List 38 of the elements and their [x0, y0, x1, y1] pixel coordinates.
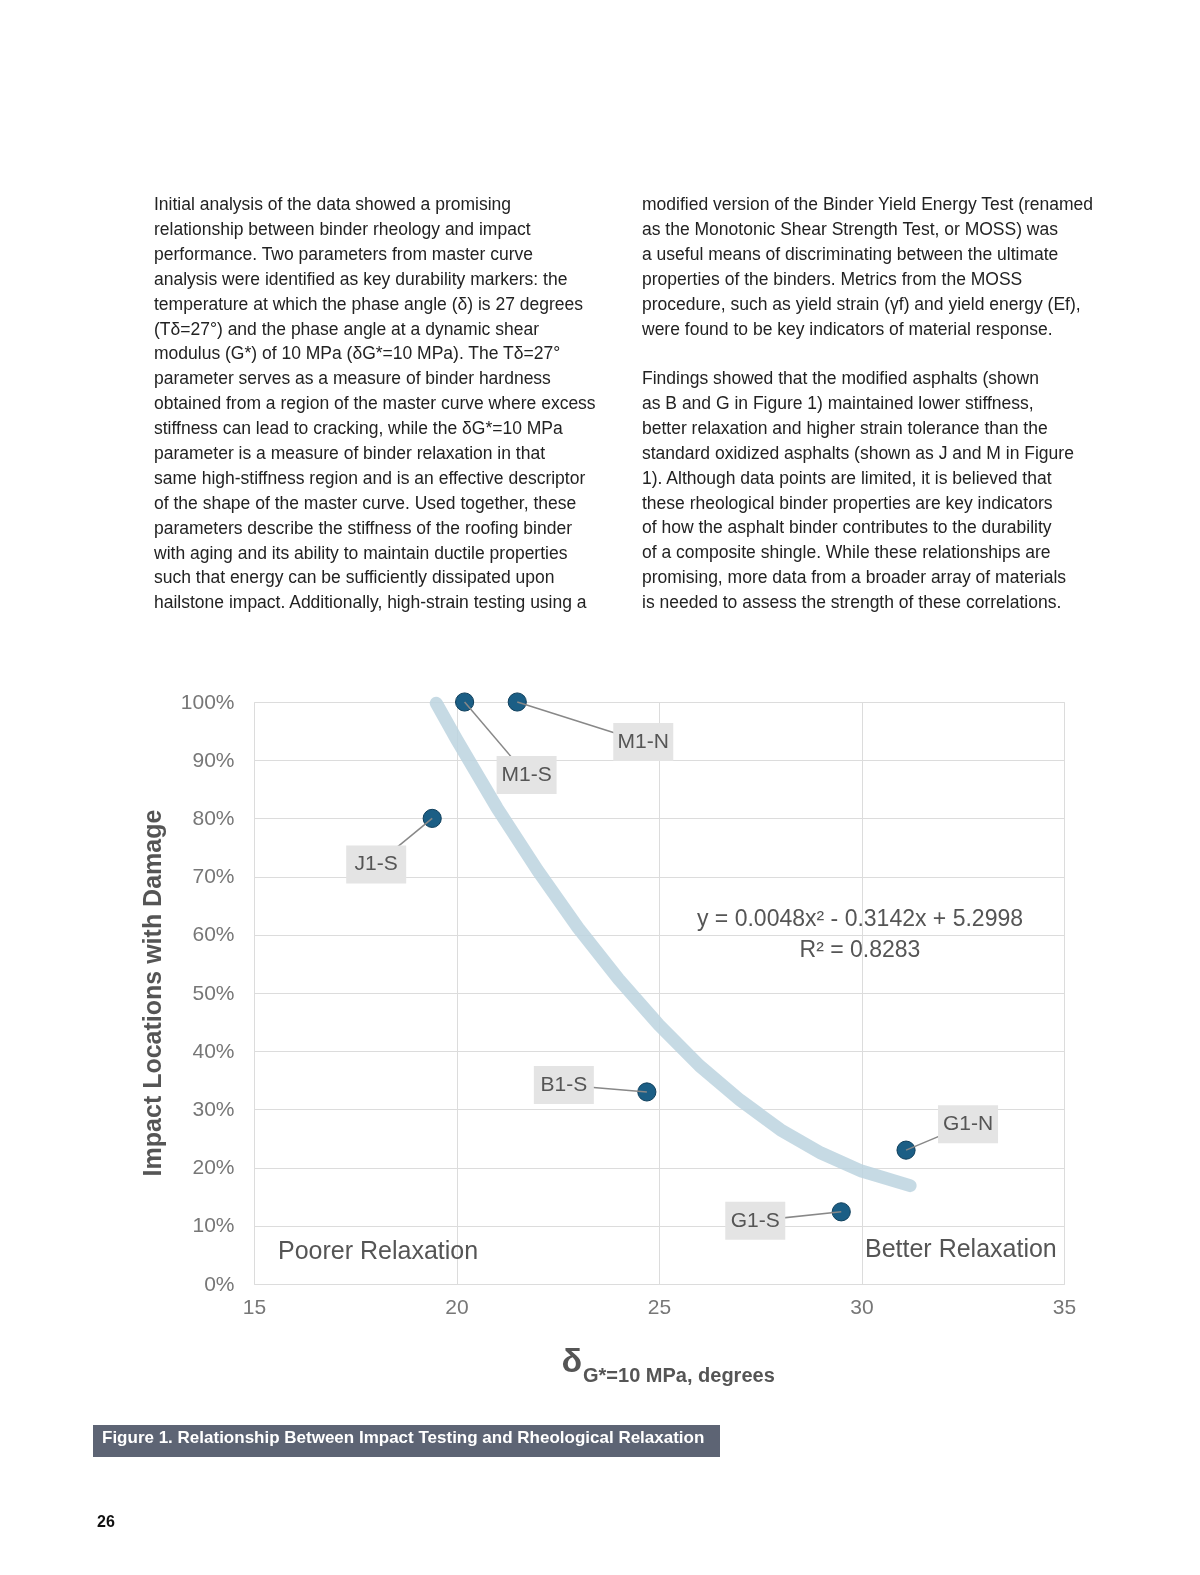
y-tick-label: 100%: [180, 689, 235, 713]
x-tick-label: 35: [1052, 1294, 1077, 1318]
annotation: G1-S: [730, 1207, 780, 1231]
point: [831, 1202, 851, 1222]
y-tick-label: 40%: [192, 1038, 235, 1062]
annotation: y = 0.0048x² - 0.3142x + 5.2998: [696, 905, 1024, 931]
point: [637, 1082, 657, 1102]
text: Findings showed that the modified asphalts (shown as B and G in Figure 1) maintained lower stiffness, better relaxation and higher strain tolerance than the standard oxidized asphalts (shown as J and M in Figure 1). Although data points are limited, it is believed that these rheological binder properties are key indicators of how the asphalt binder contributes to the durability of a composite shingle. While these relationships are promising, more data from a broader array of materials is needed to assess the strength of these correlations.: [642, 368, 1074, 613]
x-tick-label: 30: [850, 1294, 874, 1318]
point: [896, 1140, 916, 1160]
x-tick-label: 15: [242, 1294, 267, 1318]
point: [422, 808, 442, 828]
caption: Figure 1. Relationship Between Impact Testing and Rheological Relaxation: [102, 1428, 705, 1447]
y-tick-label: 10%: [192, 1213, 235, 1237]
annotation: M1-N: [617, 729, 669, 752]
point: [507, 692, 527, 712]
annotation: G1-N: [942, 1111, 994, 1135]
y-tick-label: 70%: [192, 864, 235, 888]
text: Initial analysis of the data showed a promising relationship between binder rheology and impact performance. Two parameters from master curve analysis were identified as key durability markers: the temperature at which the phase angle (δ) is 27 degrees (Tδ=27°) and the phase angle at a dynamic shear modulus (G*) of 10 MPa (δG*=10 MPa). The Tδ=27° parameter serves as a measure of binder hardness obtained from a region of the master curve where excess stiffness can lead to cracking, while the δG*=10 MPa parameter is a measure of binder relaxation in that same high-stiffness region and is an effective descriptor of the shape of the master curve. Used together, these parameters describe the stiffness of the roofing binder with aging and its ability to maintain ductile properties such that energy can be sufficiently dissipated upon hailstone impact. Additionally, high-strain testing using a: [154, 194, 596, 613]
annotation: Poorer Relaxation: [278, 1236, 479, 1264]
point: [455, 692, 475, 712]
text: 26: [97, 1513, 115, 1530]
y-tick-label: 20%: [192, 1155, 235, 1179]
text: modified version of the Binder Yield Energy Test (renamed as the Monotonic Shear Strength Test, or MOSS) was a useful means of discriminating between the ultimate properties of the binders. Metrics from the MOSS procedure, such as yield strain (γf) and yield energy (Ef), were found to be key indicators of material response.: [641, 194, 1094, 339]
annotation: M1-S: [501, 762, 552, 785]
annotation: R² = 0.8283: [799, 936, 921, 962]
x-tick-label: 20: [445, 1294, 469, 1318]
x-tick-label: 25: [647, 1294, 672, 1318]
y-tick-label: 80%: [192, 805, 235, 829]
y-tick-label: 90%: [192, 747, 235, 771]
annotation: Better Relaxation: [865, 1234, 1057, 1262]
y-tick-label: 60%: [192, 922, 235, 946]
y-tick-label: 0%: [204, 1271, 235, 1295]
y-axis-title: Impact Locations with Damage: [138, 809, 166, 1177]
annotation: J1-S: [354, 851, 398, 875]
annotation: B1-S: [540, 1071, 588, 1095]
y-tick-label: 30%: [192, 1096, 235, 1120]
y-tick-label: 50%: [192, 980, 235, 1004]
